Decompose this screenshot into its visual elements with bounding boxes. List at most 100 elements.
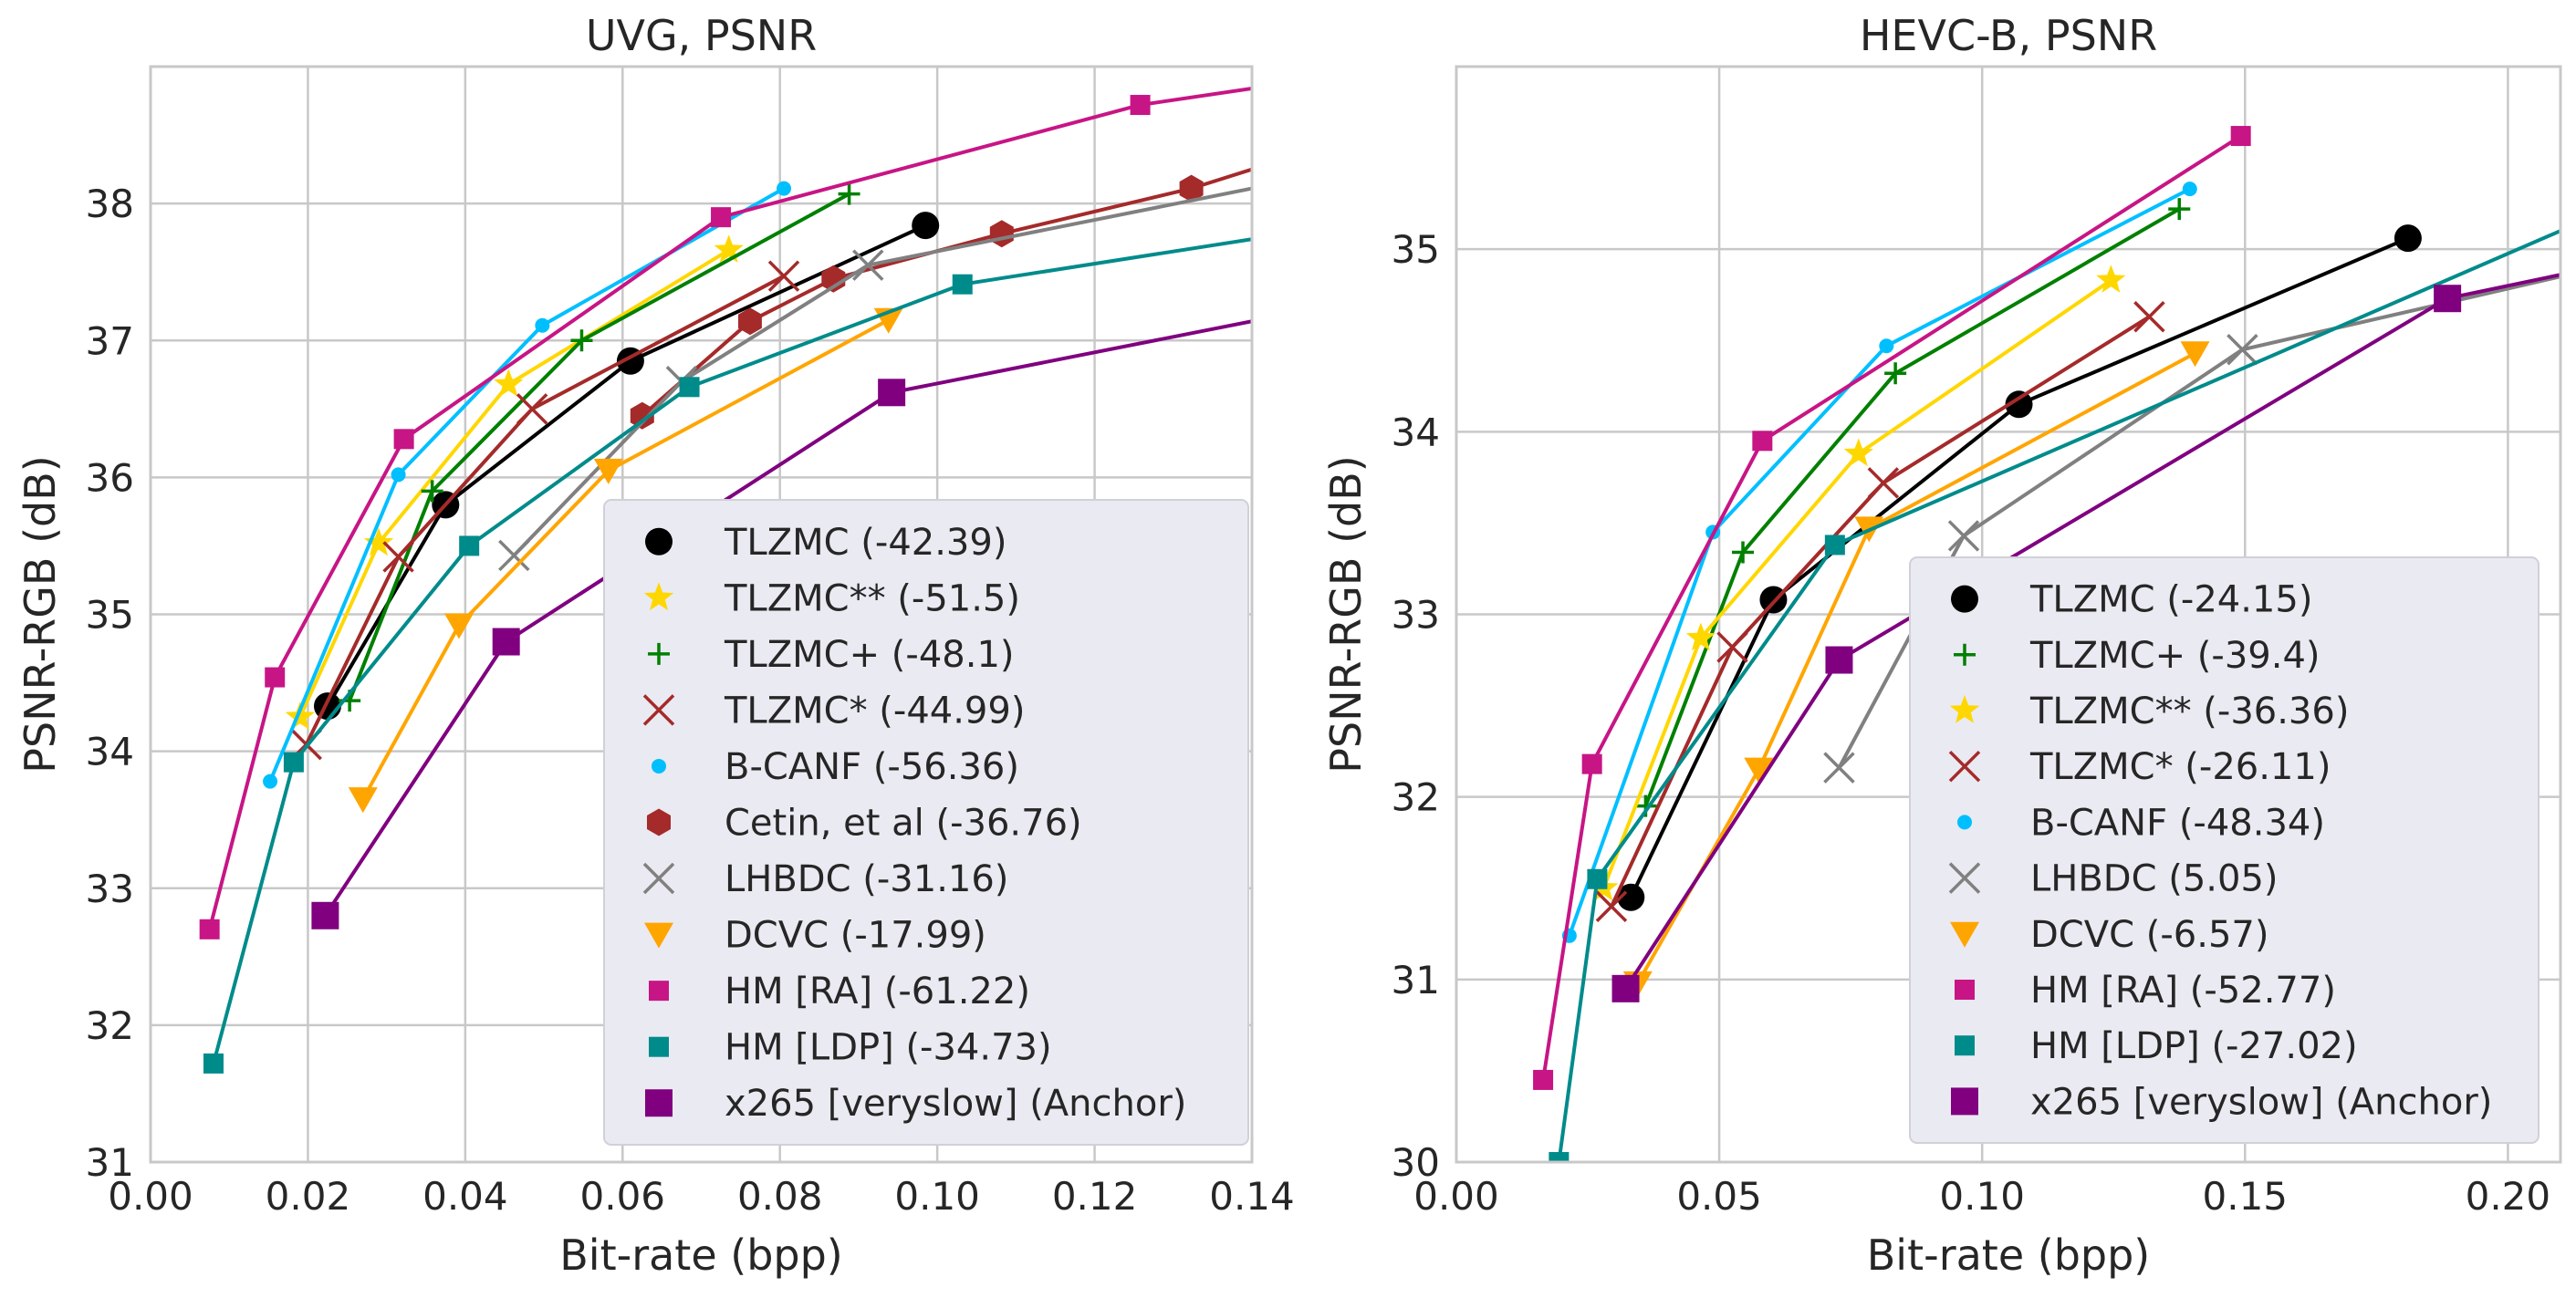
legend-label: HM [RA] (-61.22) (725, 971, 1030, 1012)
x-tick-label: 0.14 (1209, 1174, 1295, 1219)
data-point (738, 307, 762, 336)
legend-marker (1955, 980, 1975, 1000)
x-tick-label: 0.10 (894, 1174, 980, 1219)
data-point (2096, 265, 2126, 293)
series-line (1557, 229, 2560, 1162)
data-point (767, 260, 800, 292)
legend-marker (1950, 921, 1979, 948)
y-tick-label: 31 (86, 1140, 134, 1185)
plot-frame (149, 65, 1254, 1164)
x-tick-label: 0.15 (2203, 1174, 2289, 1219)
y-tick-label: 34 (86, 730, 134, 774)
data-point (393, 429, 414, 450)
x-tick-label: 0.04 (422, 1174, 508, 1219)
data-point (2180, 341, 2210, 368)
data-point (1716, 631, 1748, 663)
legend-label: Cetin, et al (-36.76) (725, 803, 1082, 845)
data-point (492, 628, 520, 656)
data-point (382, 541, 414, 573)
legend-marker (1951, 585, 1978, 613)
series-line (1629, 236, 2409, 898)
data-point (263, 774, 278, 789)
x-tick-label: 0.00 (1413, 1174, 1499, 1219)
data-point (1824, 535, 1845, 556)
legend-item: HM [LDP] (-34.73) (649, 1027, 1052, 1069)
legend-marker (1948, 750, 1981, 783)
legend-item: TLZMC (-24.15) (1951, 579, 2312, 621)
legend-marker (643, 582, 674, 611)
x-axis-label: Bit-rate (bpp) (559, 1231, 843, 1280)
data-point (348, 787, 378, 814)
series-line (361, 317, 890, 801)
legend-label: x265 [veryslow] (Anchor) (2030, 1081, 2492, 1123)
data-point (838, 182, 860, 205)
data-point (1549, 1152, 1570, 1162)
y-axis-label: PSNR-RGB (dB) (1321, 455, 1371, 773)
legend-label: TLZMC+ (-39.4) (2029, 635, 2320, 677)
data-point (679, 377, 700, 398)
series-line (304, 274, 785, 745)
data-point (2133, 300, 2165, 333)
data-point (498, 539, 530, 572)
y-tick-label: 33 (86, 867, 134, 911)
legend-item: TLZMC+ (-48.1) (648, 634, 1015, 676)
legend-label: TLZMC** (-51.5) (724, 577, 1020, 619)
legend-label: TLZMC* (-44.99) (724, 690, 1025, 732)
data-point (1581, 753, 1602, 774)
x-tick-label: 0.00 (108, 1174, 193, 1219)
legend-marker (645, 1089, 673, 1117)
data-point (1947, 520, 1980, 552)
data-point (516, 393, 548, 425)
data-point (203, 1053, 224, 1074)
x-axis-label: Bit-rate (bpp) (1867, 1231, 2151, 1280)
data-point (1744, 757, 1774, 784)
data-point (421, 480, 443, 503)
series-dcvc-17-99 (348, 307, 903, 814)
data-point (2182, 182, 2197, 197)
y-tick-label: 36 (86, 455, 134, 500)
data-point (1843, 438, 1873, 467)
legend-item: B-CANF (-56.36) (652, 746, 1019, 788)
data-point (2434, 285, 2462, 313)
data-point (363, 527, 394, 556)
data-point (311, 901, 339, 929)
data-point (535, 317, 550, 333)
data-point (1752, 431, 1773, 452)
legend: TLZMC (-24.15) TLZMC+ (-39.4) TLZMC** (-36… (1909, 556, 2539, 1144)
series-hm-ldp-27-02 (1549, 229, 2560, 1162)
plot-series (199, 87, 1252, 1074)
series-line (297, 248, 730, 718)
legend-item: HM [RA] (-61.22) (649, 971, 1030, 1012)
data-point (1533, 1069, 1554, 1090)
legend-label: DCVC (-6.57) (2030, 914, 2268, 956)
legend: TLZMC (-42.39) TLZMC** (-51.5) TLZMC+ (-48… (603, 499, 1249, 1146)
x-tick-label: 0.12 (1052, 1174, 1138, 1219)
data-point (912, 212, 940, 240)
data-point (283, 752, 304, 773)
plot-series (1533, 126, 2560, 1162)
legend-marker (1955, 1035, 1975, 1056)
series-cetin-et-al-36-76 (630, 167, 1252, 430)
data-point (459, 535, 480, 556)
data-point (1587, 868, 1608, 889)
data-point (265, 667, 286, 688)
y-tick-label: 31 (1392, 958, 1440, 1002)
legend-marker (1948, 862, 1981, 894)
legend-label: TLZMC (-42.39) (724, 522, 1006, 564)
legend-marker (1954, 643, 1976, 666)
data-point (1130, 95, 1151, 116)
legend-item: DCVC (-6.57) (1950, 914, 2268, 956)
plot-frame (1455, 65, 2562, 1164)
series-lhbdc-5-05 (1823, 275, 2560, 784)
data-point (199, 919, 220, 940)
x-tick-label: 0.02 (266, 1174, 351, 1219)
series-line (1541, 134, 2242, 1081)
legend-box (603, 499, 1249, 1146)
series-tlzmc-51-5 (285, 234, 744, 730)
legend-marker (645, 527, 673, 556)
legend-marker (652, 758, 666, 774)
legend-marker (649, 981, 669, 1002)
x-tick-label: 0.10 (1939, 1174, 2025, 1219)
legend-marker (1949, 695, 1980, 723)
data-point (2393, 224, 2422, 253)
